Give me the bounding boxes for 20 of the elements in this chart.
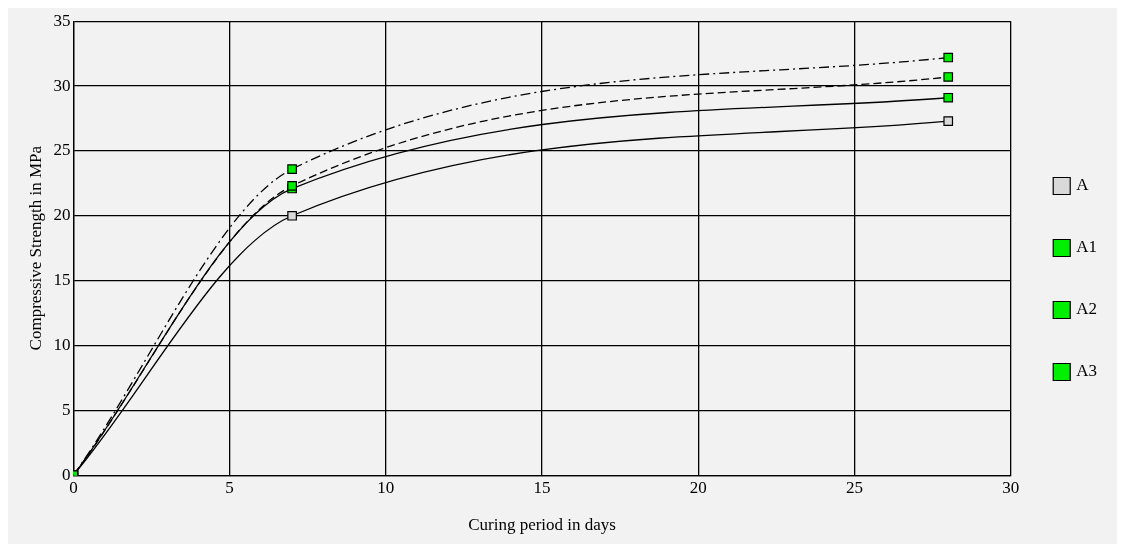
- y-tick-label: 5: [61, 399, 71, 419]
- x-tick-label: 30: [1002, 477, 1020, 497]
- legend-label: A3: [1076, 361, 1097, 381]
- y-tick-label: 35: [53, 10, 71, 30]
- y-tick-label: 30: [53, 75, 71, 95]
- legend-label: A2: [1076, 299, 1097, 319]
- x-tick-label: 5: [225, 477, 234, 497]
- y-tick-label: 15: [53, 270, 71, 290]
- y-tick-label: 25: [53, 140, 71, 160]
- y-axis-title: Compressive Strength in MPa: [25, 145, 45, 351]
- y-tick-label: 0: [61, 464, 71, 484]
- x-tick-label: 25: [846, 477, 863, 497]
- x-axis-title: Curing period in days: [468, 515, 616, 535]
- legend-label: A1: [1076, 237, 1097, 257]
- y-tick-label: 10: [53, 334, 71, 354]
- x-tick-label: 20: [689, 477, 707, 497]
- x-tick-label: 15: [533, 477, 551, 497]
- y-tick-label: 20: [53, 205, 71, 225]
- legend-label: A: [1076, 175, 1090, 195]
- x-tick-label: 10: [377, 477, 395, 497]
